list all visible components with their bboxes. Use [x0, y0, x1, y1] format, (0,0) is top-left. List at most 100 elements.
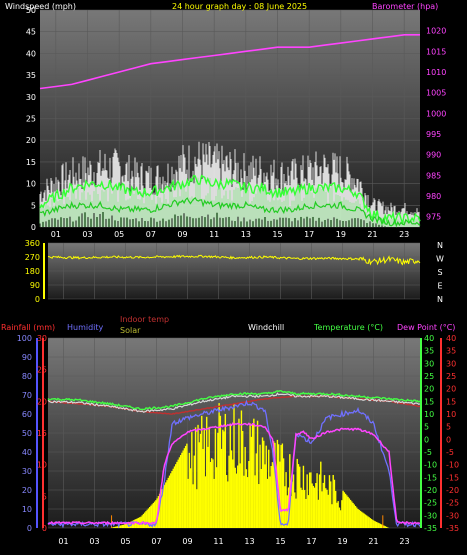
- temperature-axis-lines: [36, 338, 442, 528]
- barometer-y-tick: 985: [426, 171, 441, 180]
- temp-tick: 35: [424, 347, 434, 356]
- wind-y-tick: 25: [26, 115, 36, 124]
- wind-x-tick: 09: [177, 230, 187, 239]
- barometer-y-tick: 980: [426, 192, 441, 201]
- compass-label: N: [437, 241, 443, 250]
- temp-tick: 30: [424, 359, 434, 368]
- compass-label: E: [437, 282, 442, 291]
- direction-y-tick: 90: [30, 281, 40, 290]
- temp-tick: 25: [424, 372, 434, 381]
- rainfall-label: Rainfall (mm): [1, 323, 55, 332]
- wind-y-tick: 5: [31, 201, 36, 210]
- humidity-tick: 50: [22, 429, 32, 438]
- wind-x-tick: 17: [304, 230, 314, 239]
- temp-tick-outer: -25: [446, 499, 459, 508]
- temp-tick-outer: 15: [446, 397, 456, 406]
- humidity-tick: 40: [22, 448, 32, 457]
- direction-y-tick: 0: [35, 295, 40, 304]
- direction-y-tick: 270: [25, 253, 40, 262]
- temp-tick-outer: 30: [446, 359, 456, 368]
- temperature-x-tick: 11: [213, 537, 223, 546]
- temperature-x-tick: 15: [275, 537, 285, 546]
- temperature-x-tick: 23: [399, 537, 409, 546]
- wind-x-tick: 19: [336, 230, 346, 239]
- temp-tick-outer: 0: [446, 435, 451, 444]
- barometer-line: [39, 34, 420, 90]
- wind-y-tick: 40: [26, 49, 36, 58]
- humidity-tick: 0: [27, 524, 32, 533]
- rain-tick: 25: [37, 366, 47, 375]
- humidity-tick: 100: [17, 334, 32, 343]
- wind-x-tick: 21: [367, 230, 377, 239]
- temperature-x-tick: 05: [120, 537, 130, 546]
- temp-tick-outer: -15: [446, 473, 459, 482]
- gust-mean-line: [39, 174, 421, 226]
- temp-tick-outer: 35: [446, 347, 456, 356]
- temp-tick: -5: [424, 448, 432, 457]
- wind-y-tick: 50: [26, 6, 36, 15]
- humidity-tick: 10: [22, 505, 32, 514]
- direction-series: [48, 254, 421, 266]
- wind-y-tick: 0: [31, 223, 36, 232]
- barometer-y-tick: 1015: [426, 47, 446, 56]
- humidity-tick: 80: [22, 372, 32, 381]
- temp-tick-outer: -5: [446, 448, 454, 457]
- solar-label: Solar: [120, 326, 141, 335]
- temp-ticks-outer: -35 -30 -25 -20 -15 -10 -5 0 5 10 15 20 25 30 35 40: [446, 334, 459, 533]
- temp-tick: -20: [424, 486, 437, 495]
- windchill-label: Windchill: [248, 323, 284, 332]
- wind-x-tick: 23: [399, 230, 409, 239]
- rain-ticks: 0 5 10 15 20 25 30: [37, 334, 47, 533]
- wind-mean-line: [39, 197, 421, 228]
- compass-label: N: [437, 295, 443, 304]
- wind-x-tick: 03: [82, 230, 92, 239]
- temperature-x-tick: 07: [151, 537, 161, 546]
- barometer-y-tick: 1020: [426, 27, 446, 36]
- wind-right-ticks: 975 980 985 990 995 1000 1005 1010 1015 1020: [426, 27, 446, 222]
- humidity-tick: 20: [22, 486, 32, 495]
- barometer-axis-label: Barometer (hpa): [372, 2, 438, 11]
- wind-x-tick: 11: [209, 230, 219, 239]
- windchill-line: [47, 392, 421, 413]
- chart-title: 24 hour graph day : 08 June 2025: [172, 2, 307, 11]
- rain-tick: 15: [37, 429, 47, 438]
- temp-tick: -25: [424, 499, 437, 508]
- temp-tick: 5: [424, 423, 429, 432]
- wind-y-tick: 20: [26, 136, 36, 145]
- barometer-y-tick: 1010: [426, 68, 446, 77]
- temp-tick: 20: [424, 385, 434, 394]
- temperature-x-tick: 03: [89, 537, 99, 546]
- direction-y-tick: 180: [25, 267, 40, 276]
- compass-label: W: [436, 255, 444, 264]
- barometer-y-tick: 1005: [426, 89, 446, 98]
- temp-tick-outer: 40: [446, 334, 456, 343]
- compass-label: S: [437, 268, 442, 277]
- temperature-series: [47, 389, 421, 529]
- temp-tick-outer: -20: [446, 486, 459, 495]
- rain-tick: 10: [37, 461, 47, 470]
- wind-series: [39, 34, 421, 228]
- direction-grid: [43, 242, 420, 300]
- humidity-ticks: 0 10 20 30 40 50 60 70 80 90 100: [17, 334, 32, 533]
- wind-x-ticks: 01 03 05 07 09 11 13 15 17 19 21 23: [51, 230, 410, 239]
- rain-tick: 5: [42, 492, 47, 501]
- temperature-x-tick: 19: [337, 537, 347, 546]
- rain-tick: 0: [42, 524, 47, 533]
- temperature-label: Temperature (°C): [313, 323, 383, 332]
- rain-tick: 30: [37, 334, 47, 343]
- direction-left-ticks: 0 90 180 270 360: [25, 239, 40, 304]
- humidity-tick: 70: [22, 391, 32, 400]
- wind-y-tick: 10: [26, 180, 36, 189]
- humidity-tick: 90: [22, 353, 32, 362]
- temp-tick: 40: [424, 334, 434, 343]
- direction-y-tick: 360: [25, 239, 40, 248]
- temperature-x-tick: 13: [244, 537, 254, 546]
- temp-tick-outer: -10: [446, 461, 459, 470]
- temperature-x-tick: 21: [368, 537, 378, 546]
- humidity-label: Humidity: [67, 323, 104, 332]
- direction-trace: [48, 254, 421, 266]
